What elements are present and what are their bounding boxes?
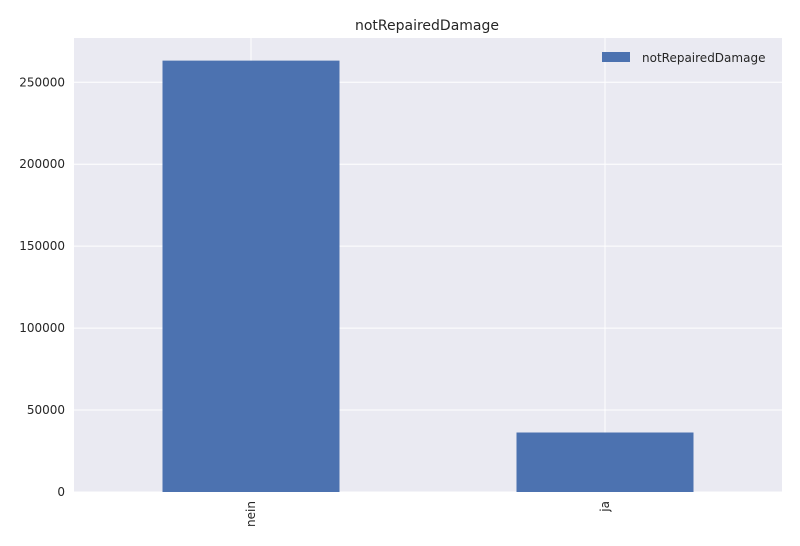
x-tick-label: nein [244,501,258,527]
bar-ja [516,432,694,492]
bar-nein [162,60,340,493]
y-tick-label: 200000 [19,157,65,171]
legend-swatch [602,52,630,62]
y-tick-label: 250000 [19,75,65,89]
y-tick-label: 0 [57,485,65,499]
bars [162,60,694,493]
legend: notRepairedDamage [602,51,765,65]
x-axis-ticks: nein ja [244,501,612,527]
y-tick-label: 150000 [19,239,65,253]
y-tick-label: 100000 [19,321,65,335]
y-tick-label: 50000 [27,403,65,417]
y-axis-ticks: 0 50000 100000 150000 200000 250000 [19,75,65,499]
chart-title: notRepairedDamage [355,18,499,34]
legend-label: notRepairedDamage [642,51,765,65]
x-tick-label: ja [598,501,612,513]
